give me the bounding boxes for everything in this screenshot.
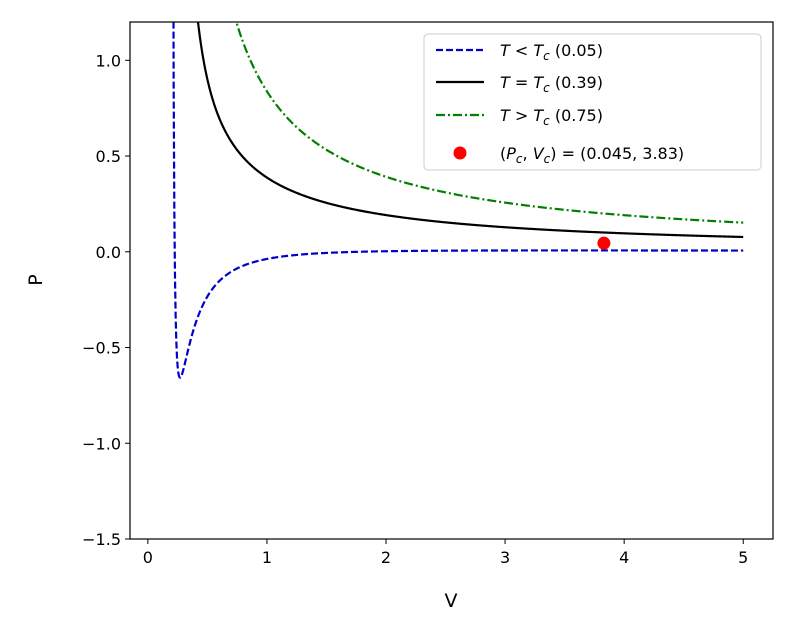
x-tick-label: 5: [738, 548, 748, 567]
legend: T < Tc (0.05) T = Tc (0.39) T > Tc (0.75) (…: [423, 33, 762, 171]
y-tick-label: 0.0: [96, 243, 121, 262]
legend-box: [423, 33, 762, 171]
x-tick-label: 0: [143, 548, 153, 567]
x-axis-ticks: 0 1 2 3 4 5: [143, 539, 748, 567]
legend-label-1: T = Tc (0.39): [500, 73, 603, 95]
legend-label-0: T < Tc (0.05): [500, 41, 603, 63]
series-curves: [172, 22, 744, 379]
legend-label-point: (Pc, Vc) = (0.045, 3.83): [500, 144, 684, 166]
x-tick-label: 1: [262, 548, 272, 567]
x-tick-label: 4: [619, 548, 629, 567]
legend-label-2: T > Tc (0.75): [500, 106, 603, 128]
y-axis-ticks: −1.5 −1.0 −0.5 0.0 0.5 1.0: [82, 51, 130, 549]
y-tick-label: −1.0: [82, 434, 121, 453]
series-line-0: [172, 22, 744, 379]
series-line-1: [196, 22, 744, 239]
y-tick-label: −1.5: [82, 530, 121, 549]
x-tick-label: 2: [381, 548, 391, 567]
y-axis-label: P: [25, 274, 47, 285]
legend-marker-point: [453, 146, 467, 160]
series-line-2: [235, 22, 744, 224]
critical-point-0: [597, 236, 611, 250]
y-tick-label: −0.5: [82, 339, 121, 358]
x-axis-label: V: [445, 590, 458, 612]
y-tick-label: 0.5: [96, 147, 121, 166]
x-tick-label: 3: [500, 548, 510, 567]
y-tick-label: 1.0: [96, 51, 121, 70]
data-points: [597, 236, 611, 250]
plot-frame: [129, 21, 774, 540]
